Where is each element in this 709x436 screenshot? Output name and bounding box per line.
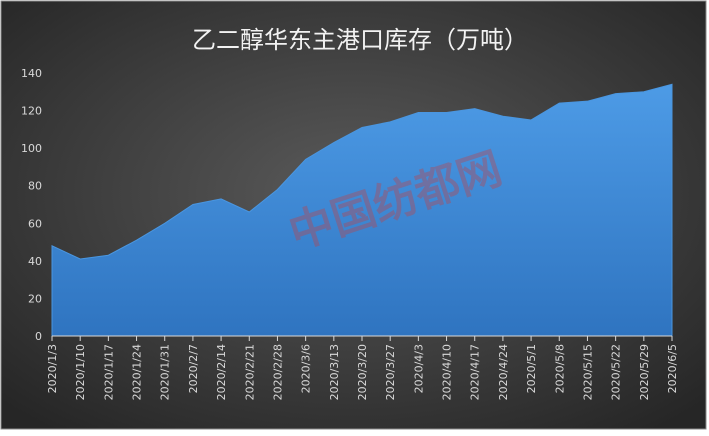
x-tick-label: 2020/5/8 — [553, 344, 566, 393]
area — [51, 83, 673, 337]
x-tick-label: 2020/2/21 — [243, 344, 256, 400]
x-tick-label: 2020/3/20 — [356, 344, 369, 400]
x-tick-label: 2020/2/28 — [271, 344, 284, 400]
y-tick-label: 140 — [21, 67, 42, 80]
x-tick-label: 2020/5/1 — [525, 344, 538, 393]
x-tick-label: 2020/5/22 — [610, 344, 623, 400]
y-tick-label: 40 — [28, 255, 42, 268]
y-tick-label: 20 — [28, 292, 42, 305]
y-tick-label: 80 — [28, 180, 42, 193]
x-tick-label: 2020/6/5 — [666, 344, 679, 393]
x-tick-label: 2020/4/10 — [441, 344, 454, 400]
x-tick-label: 2020/2/14 — [215, 344, 228, 400]
y-tick-label: 60 — [28, 217, 42, 230]
x-tick-label: 2020/5/29 — [638, 344, 651, 400]
x-tick-label: 2020/4/17 — [469, 344, 482, 400]
x-tick-label: 2020/4/24 — [497, 344, 510, 400]
x-tick-label: 2020/3/27 — [384, 344, 397, 400]
x-tick-label: 2020/5/15 — [581, 344, 594, 400]
x-tick-label: 2020/2/7 — [187, 344, 200, 393]
y-tick-label: 100 — [21, 142, 42, 155]
x-tick-label: 2020/4/3 — [412, 344, 425, 393]
x-tick-label: 2020/1/17 — [102, 344, 115, 400]
x-tick-label: 2020/1/3 — [46, 344, 59, 393]
y-tick-label: 0 — [35, 330, 42, 343]
x-tick-label: 2020/3/6 — [300, 344, 313, 393]
y-tick-label: 120 — [21, 105, 42, 118]
x-tick-label: 2020/1/24 — [131, 344, 144, 400]
x-tick-label: 2020/3/13 — [328, 344, 341, 400]
x-tick-label: 2020/1/10 — [74, 344, 87, 400]
x-tick-label: 2020/1/31 — [159, 344, 172, 400]
chart-title: 乙二醇华东主港口库存（万吨） — [192, 26, 528, 54]
